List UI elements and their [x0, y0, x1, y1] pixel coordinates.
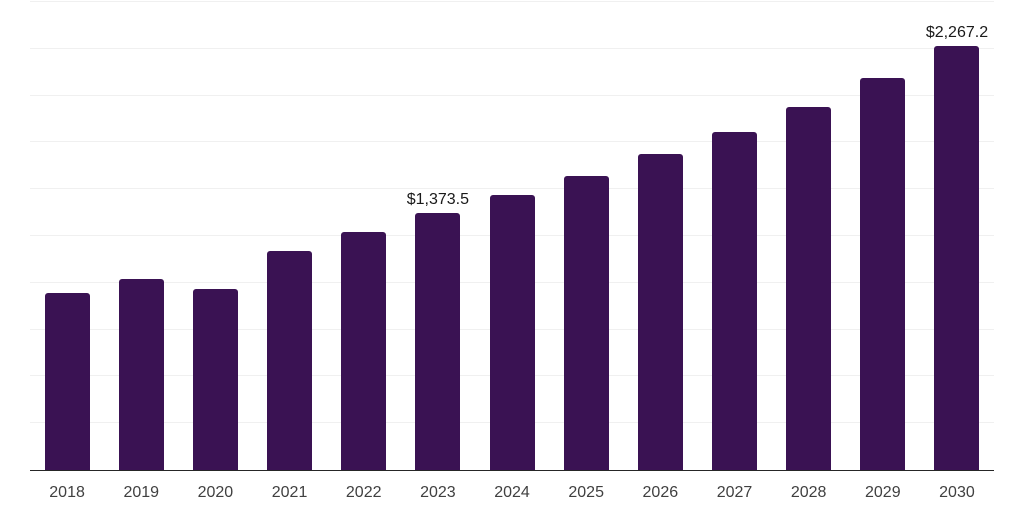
bar-value-label-2023: $1,373.5 — [406, 190, 469, 208]
bar-2021[interactable] — [267, 250, 313, 470]
bar-column-2030: $2,267.2 — [920, 2, 994, 470]
x-tick-label-2027: 2027 — [716, 484, 753, 501]
bar-column-2023: $1,373.5 — [401, 2, 475, 470]
gridline — [30, 47, 994, 49]
gridline — [30, 94, 994, 96]
gridline — [30, 1, 994, 2]
bar-2020[interactable] — [192, 288, 238, 470]
bar-2027[interactable] — [711, 131, 757, 470]
plot-area: $1,373.5 $2,267.2 — [30, 1, 994, 471]
bar-2026[interactable] — [637, 153, 683, 470]
x-tick-label-2021: 2021 — [271, 484, 308, 501]
bar-column-2018 — [30, 2, 104, 470]
x-axis-tick-labels: 2018 2019 2020 2021 2022 2023 2024 2025 2026 2027… — [30, 481, 994, 505]
bar-column-2019 — [104, 2, 178, 470]
bar-2029[interactable] — [860, 77, 906, 470]
x-axis-line — [30, 470, 994, 471]
x-tick-label-2029: 2029 — [865, 484, 901, 501]
bars-row: $1,373.5 $2,267.2 — [30, 2, 994, 470]
bar-column-2025 — [549, 2, 623, 470]
bar-column-2021 — [252, 2, 326, 470]
bar-column-2026 — [623, 2, 697, 470]
bar-2025[interactable] — [563, 175, 609, 470]
bar-column-2022 — [327, 2, 401, 470]
x-tick-label-2030: 2030 — [939, 484, 975, 501]
x-tick-label-2025: 2025 — [568, 484, 604, 501]
gridline — [30, 141, 994, 143]
bar-column-2028 — [772, 2, 846, 470]
x-tick-label-2018: 2018 — [49, 484, 85, 501]
bar-2024[interactable] — [489, 195, 535, 470]
bar-2022[interactable] — [341, 232, 387, 470]
bar-2028[interactable] — [786, 106, 832, 470]
x-tick-label-2024: 2024 — [494, 484, 530, 501]
x-tick-label-2026: 2026 — [642, 484, 679, 501]
bar-2019[interactable] — [118, 278, 164, 470]
x-tick-label-2020: 2020 — [197, 484, 234, 501]
x-tick-label-2028: 2028 — [790, 484, 827, 501]
x-tick-label-2022: 2022 — [345, 484, 382, 501]
bar-column-2024 — [475, 2, 549, 470]
bar-column-2027 — [697, 2, 771, 470]
x-tick-label-2019: 2019 — [123, 484, 160, 501]
bar-column-2029 — [846, 2, 920, 470]
x-tick-label-2023: 2023 — [420, 484, 456, 501]
gridline — [30, 188, 994, 190]
bar-2018[interactable] — [44, 293, 90, 470]
bar-2023[interactable] — [415, 212, 461, 470]
bar-2030[interactable] — [934, 45, 980, 470]
bar-value-label-2030: $2,267.2 — [925, 23, 989, 41]
bar-column-2020 — [178, 2, 252, 470]
